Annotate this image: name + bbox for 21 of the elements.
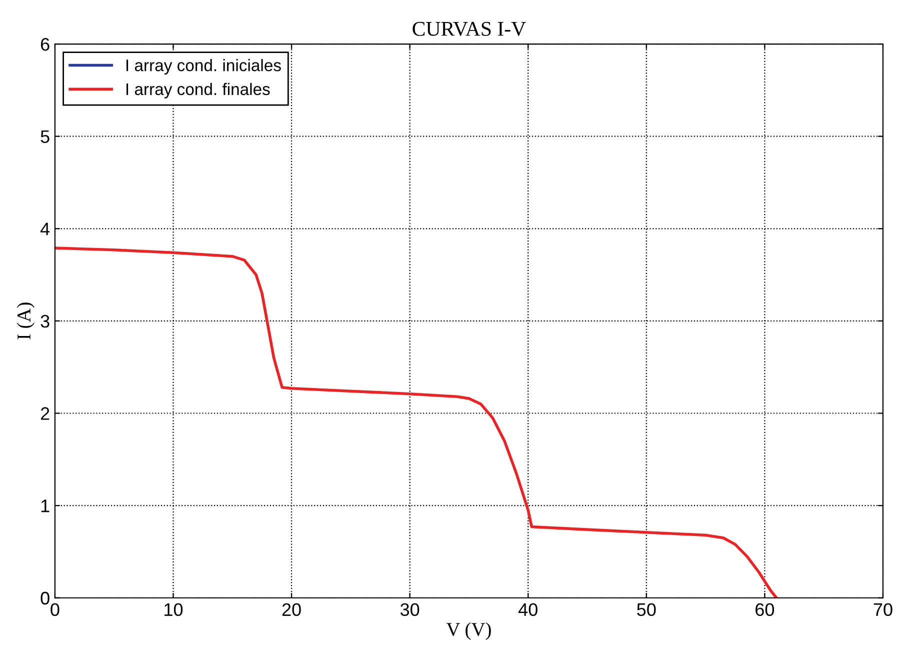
legend-label: I array cond. finales	[126, 82, 270, 98]
x-tick-label: 30	[400, 603, 420, 616]
y-tick-label: 1	[41, 500, 50, 512]
y-tick-label: 2	[40, 407, 50, 420]
x-tick-label: 0	[50, 603, 60, 616]
y-tick-label: 6	[40, 38, 50, 51]
x-tick-label: 10	[164, 603, 183, 616]
chart-title: CURVAS I-V	[412, 22, 526, 36]
y-tick-label: 0	[40, 592, 50, 605]
x-tick-label: 70	[874, 603, 892, 616]
y-tick-label: 3	[40, 314, 50, 328]
y-axis-title: I (A)	[16, 302, 35, 340]
y-tick-label: 5	[40, 130, 50, 144]
line-series	[54, 246, 778, 598]
x-tick-label: 60	[756, 603, 774, 616]
y-tick-label: 4	[40, 222, 50, 236]
x-axis-title: V (V)	[446, 622, 491, 640]
x-tick-label: 20	[282, 603, 301, 616]
x-tick-label: 40	[518, 603, 538, 616]
legend-label: I array cond. iniciales	[126, 59, 281, 75]
x-tick-label: 50	[637, 603, 656, 616]
